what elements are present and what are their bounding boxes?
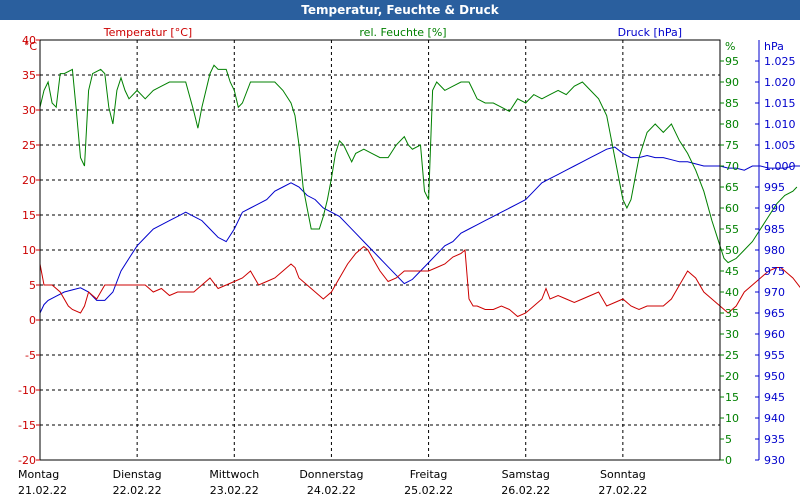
pressure-tick-label: 975 <box>764 265 785 278</box>
temperature-tick-label: -5 <box>25 349 36 362</box>
humidity-tick-label: 75 <box>725 139 739 152</box>
humidity-tick-label: 65 <box>725 181 739 194</box>
x-tick-day: Samstag <box>502 468 550 481</box>
pressure-unit: hPa <box>764 40 784 53</box>
pressure-tick-label: 1.010 <box>764 118 796 131</box>
humidity-tick-label: 10 <box>725 412 739 425</box>
pressure-tick-label: 955 <box>764 349 785 362</box>
pressure-tick-label: 945 <box>764 391 785 404</box>
temperature-tick-label: -15 <box>18 419 36 432</box>
temperature-tick-label: 20 <box>22 174 36 187</box>
x-tick-day: Montag <box>18 468 59 481</box>
temperature-tick-label: -20 <box>18 454 36 467</box>
x-tick-date: 23.02.22 <box>210 484 259 497</box>
humidity-tick-label: 15 <box>725 391 739 404</box>
humidity-tick-label: 0 <box>725 454 732 467</box>
temperature-tick-label: 30 <box>22 104 36 117</box>
pressure-tick-label: 935 <box>764 433 785 446</box>
temperature-unit: °C <box>24 40 38 53</box>
pressure-series-line <box>39 146 800 314</box>
pressure-tick-label: 985 <box>764 223 785 236</box>
x-tick-day: Sonntag <box>600 468 646 481</box>
pressure-tick-label: 930 <box>764 454 785 467</box>
pressure-tick-label: 1.020 <box>764 76 796 89</box>
x-tick-day: Freitag <box>410 468 448 481</box>
temperature-axis: 40 35 30 25 20 15 10 5 0 -5 -10 -15 -20 <box>18 34 40 467</box>
temperature-tick-label: 0 <box>29 314 36 327</box>
humidity-tick-label: 60 <box>725 202 739 215</box>
x-tick-date: 27.02.22 <box>598 484 647 497</box>
x-axis: Montag 21.02.22 Dienstag 22.02.22 Mittwoch 23… <box>18 468 647 497</box>
humidity-tick-label: 25 <box>725 349 739 362</box>
temperature-tick-label: 25 <box>22 139 36 152</box>
pressure-tick-label: 990 <box>764 202 785 215</box>
humidity-tick-label: 20 <box>725 370 739 383</box>
humidity-tick-label: 45 <box>725 265 739 278</box>
x-tick-day: Donnerstag <box>299 468 363 481</box>
humidity-tick-label: 70 <box>725 160 739 173</box>
grid-lines <box>40 40 720 460</box>
x-tick-day: Mittwoch <box>209 468 259 481</box>
temperature-tick-label: 35 <box>22 69 36 82</box>
humidity-tick-label: 90 <box>725 76 739 89</box>
pressure-tick-label: 1.000 <box>764 160 796 173</box>
pressure-tick-label: 940 <box>764 412 785 425</box>
pressure-tick-label: 965 <box>764 307 785 320</box>
humidity-tick-label: 85 <box>725 97 739 110</box>
pressure-tick-label: 1.015 <box>764 97 796 110</box>
humidity-tick-label: 35 <box>725 307 739 320</box>
temperature-tick-label: -10 <box>18 384 36 397</box>
pressure-tick-label: 960 <box>764 328 785 341</box>
humidity-axis-label: rel. Feuchte [%] <box>359 26 446 39</box>
temperature-tick-label: 15 <box>22 209 36 222</box>
humidity-tick-label: 55 <box>725 223 739 236</box>
pressure-tick-label: 1.025 <box>764 55 796 68</box>
pressure-tick-label: 980 <box>764 244 785 257</box>
temperature-tick-label: 40 <box>22 34 36 47</box>
x-tick-date: 25.02.22 <box>404 484 453 497</box>
x-tick-day: Dienstag <box>113 468 162 481</box>
humidity-tick-label: 30 <box>725 328 739 341</box>
temperature-axis-label: Temperatur [°C] <box>103 26 192 39</box>
series-layer <box>39 64 800 318</box>
pressure-tick-label: 995 <box>764 181 785 194</box>
pressure-tick-label: 950 <box>764 370 785 383</box>
x-tick-date: 24.02.22 <box>307 484 356 497</box>
humidity-tick-label: 80 <box>725 118 739 131</box>
pressure-tick-label: 970 <box>764 286 785 299</box>
humidity-tick-label: 5 <box>725 433 732 446</box>
x-tick-date: 22.02.22 <box>113 484 162 497</box>
pressure-axis-label: Druck [hPa] <box>618 26 682 39</box>
temperature-tick-label: 10 <box>22 244 36 257</box>
temperature-tick-label: 5 <box>29 279 36 292</box>
x-tick-date: 26.02.22 <box>501 484 550 497</box>
humidity-series-line <box>39 64 798 264</box>
humidity-tick-label: 50 <box>725 244 739 257</box>
temperature-series-line <box>39 245 800 318</box>
humidity-tick-label: 40 <box>725 286 739 299</box>
humidity-tick-label: 95 <box>725 55 739 68</box>
humidity-unit: % <box>725 40 735 53</box>
x-tick-date: 21.02.22 <box>18 484 67 497</box>
pressure-axis: 1.025 1.020 1.015 1.010 1.005 1.000 995 990 985 9… <box>755 40 796 467</box>
chart-title: Temperatur, Feuchte & Druck <box>0 0 800 20</box>
pressure-tick-label: 1.005 <box>764 139 796 152</box>
